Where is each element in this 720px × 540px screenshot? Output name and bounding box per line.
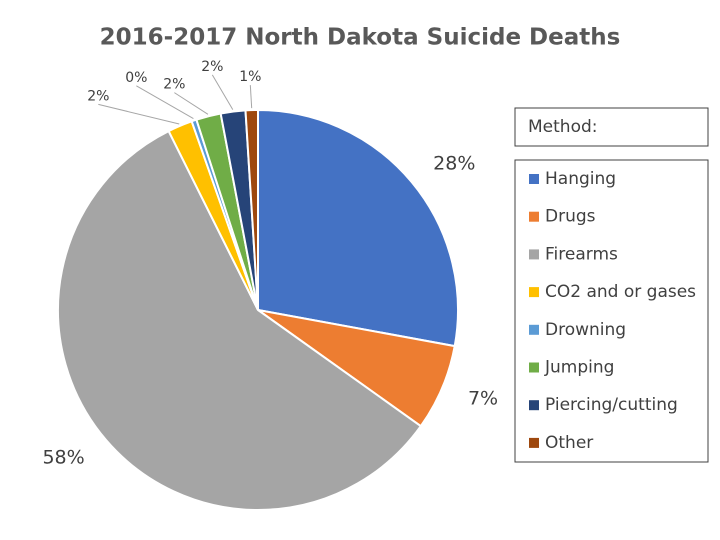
legend-swatch <box>529 400 539 411</box>
legend-title-box <box>514 107 709 147</box>
chart-title: 2016-2017 North Dakota Suicide Deaths <box>100 25 621 51</box>
data-label: 0% <box>125 70 147 86</box>
legend-label: Other <box>545 433 593 453</box>
legend-swatch <box>529 324 539 335</box>
data-label: 2% <box>201 59 223 75</box>
data-label: 7% <box>468 387 498 409</box>
pie-slice <box>244 108 259 311</box>
leader-line <box>98 103 180 125</box>
leader-line <box>136 85 194 120</box>
data-label: 2% <box>163 77 185 93</box>
legend-box <box>514 159 709 463</box>
pie-slice <box>57 129 423 511</box>
legend-label: Firearms <box>545 244 618 264</box>
legend-label: Drowning <box>545 320 626 340</box>
legend-label: CO2 and or gases <box>545 282 696 302</box>
legend-swatch <box>529 437 539 448</box>
legend-label: Piercing/cutting <box>545 395 678 415</box>
legend-label: Jumping <box>544 358 614 378</box>
legend-swatch <box>529 362 539 373</box>
legend-swatch <box>529 287 539 298</box>
pie-slice <box>257 108 459 348</box>
legend-label: Hanging <box>545 169 616 189</box>
legend-title: Method: <box>528 117 598 137</box>
legend-swatch <box>529 211 539 222</box>
legend-label: Drugs <box>545 207 596 227</box>
data-label: 1% <box>239 69 261 85</box>
data-label: 28% <box>433 153 475 175</box>
leader-line <box>174 92 209 115</box>
data-label: 58% <box>42 447 84 469</box>
legend-swatch <box>529 249 539 260</box>
leader-line <box>249 85 253 109</box>
leader-line <box>211 74 234 110</box>
data-label: 2% <box>87 88 109 104</box>
legend-swatch <box>529 174 539 184</box>
